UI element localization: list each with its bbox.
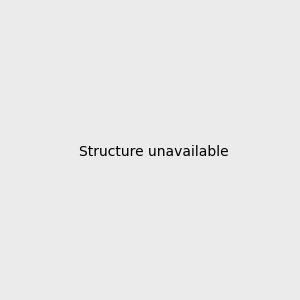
Text: Structure unavailable: Structure unavailable bbox=[79, 145, 229, 158]
